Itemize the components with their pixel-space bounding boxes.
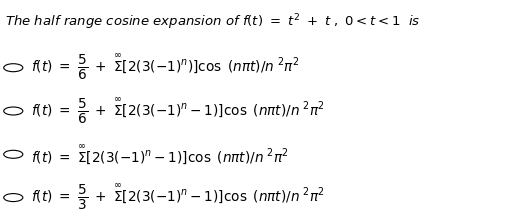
Text: $\it{f(t)}\ =\ \dfrac{5}{6}\ +\ \overset{\infty}{\Sigma}\left[2(3(-1)^{n})\right: $\it{f(t)}\ =\ \dfrac{5}{6}\ +\ \overset…: [31, 53, 299, 82]
Text: $\it{f(t)}\ =\ \overset{\infty}{\Sigma}\left[2(3(-1)^{n}-1)\right]\cos\ (n\pi t): $\it{f(t)}\ =\ \overset{\infty}{\Sigma}\…: [31, 143, 289, 166]
Text: $\it{f(t)}\ =\ \dfrac{5}{6}\ +\ \overset{\infty}{\Sigma}\left[2(3(-1)^{n}-1)\rig: $\it{f(t)}\ =\ \dfrac{5}{6}\ +\ \overset…: [31, 96, 325, 126]
Text: $\it{f(t)}\ =\ \dfrac{5}{3}\ +\ \overset{\infty}{\Sigma}\left[2(3(-1)^{n}-1)\rig: $\it{f(t)}\ =\ \dfrac{5}{3}\ +\ \overset…: [31, 183, 325, 212]
Text: $\it{The\ half\ range\ cosine\ expansion\ of\ f(t)\ =\ }$$\it{t}^{\mathsf{2}}\it: $\it{The\ half\ range\ cosine\ expansion…: [5, 12, 421, 32]
